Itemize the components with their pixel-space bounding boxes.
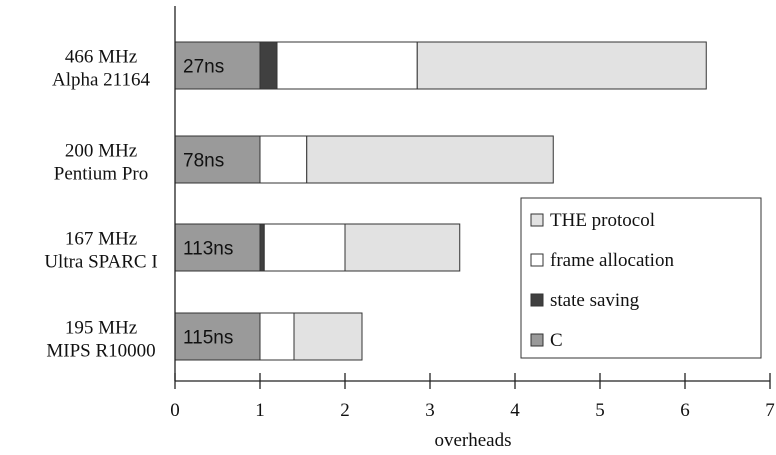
bar-segment-state-saving [259, 223, 265, 272]
bar-data-label: 27ns [183, 57, 224, 78]
bar-layer: 27ns 78ns 113ns 115ns [174, 41, 707, 361]
bar-data-label: 113ns [183, 239, 233, 260]
category-label: 200 MHz Pentium Pro [54, 141, 148, 185]
x-tick-label: 2 [340, 400, 350, 421]
x-tick-label: 3 [425, 400, 435, 421]
legend: THE protocol frame allocation state saving… [520, 197, 762, 359]
bar-segment-c [174, 41, 261, 90]
bar-segment-c [174, 312, 261, 361]
legend-entry-label: C [550, 330, 563, 351]
x-tick-label: 0 [170, 400, 180, 421]
legend-entry-label: state saving [550, 290, 640, 311]
bar-segment-frame-allocation [259, 312, 295, 361]
bar-segment-c [174, 135, 261, 184]
bar-segment-the-protocol [416, 41, 707, 90]
category-labels: 466 MHz Alpha 21164 200 MHz Pentium Pro 167 … [44, 47, 157, 362]
category-label: 195 MHz MIPS R10000 [46, 318, 155, 362]
legend-entry-label: THE protocol [550, 210, 655, 231]
bar-segment-frame-allocation [276, 41, 418, 90]
legend-entry-label: frame allocation [550, 250, 674, 271]
legend-swatch [530, 333, 544, 347]
legend-box [520, 197, 762, 359]
x-axis-label: overheads [434, 430, 511, 451]
bar-segment-frame-allocation [263, 223, 346, 272]
category-label: 466 MHz Alpha 21164 [52, 47, 150, 91]
category-label: 167 MHz Ultra SPARC I [44, 229, 157, 273]
bar-segment-frame-allocation [259, 135, 308, 184]
x-tick-label: 5 [595, 400, 605, 421]
bar-segment-the-protocol [306, 135, 554, 184]
bar-data-label: 78ns [183, 151, 224, 172]
legend-swatch [530, 213, 544, 227]
bar-segment-the-protocol [344, 223, 461, 272]
bar-segment-the-protocol [293, 312, 363, 361]
axes-layer: 0 1 2 3 4 5 6 7 [170, 6, 775, 421]
bar-segment-c [174, 223, 261, 272]
x-tick-label: 6 [680, 400, 690, 421]
bar-segment-state-saving [259, 41, 278, 90]
legend-swatch [530, 253, 544, 267]
bar-data-label: 115ns [183, 328, 233, 349]
x-tick-label: 7 [765, 400, 775, 421]
x-tick-label: 4 [510, 400, 520, 421]
x-tick-label: 1 [255, 400, 265, 421]
legend-swatch [530, 293, 544, 307]
